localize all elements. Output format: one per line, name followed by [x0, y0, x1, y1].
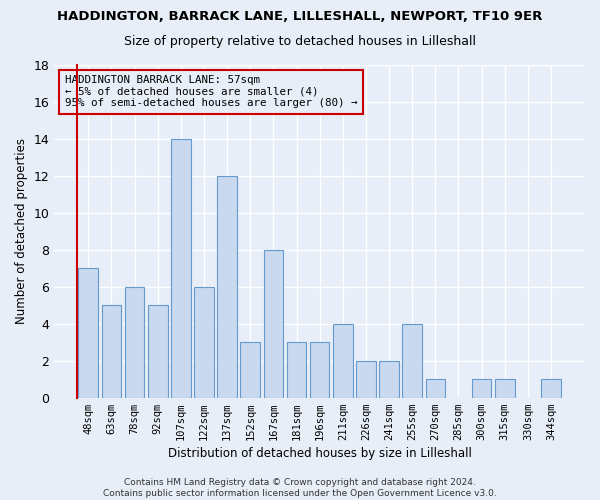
Text: HADDINGTON BARRACK LANE: 57sqm
← 5% of detached houses are smaller (4)
95% of se: HADDINGTON BARRACK LANE: 57sqm ← 5% of d…	[65, 75, 358, 108]
Bar	[310, 342, 329, 398]
Bar	[125, 287, 145, 398]
Bar	[379, 360, 399, 398]
Bar	[148, 306, 167, 398]
Bar	[194, 287, 214, 398]
Bar	[217, 176, 237, 398]
Bar	[287, 342, 307, 398]
Bar	[541, 379, 561, 398]
Bar	[263, 250, 283, 398]
Bar	[79, 268, 98, 398]
Bar	[333, 324, 353, 398]
Text: Contains HM Land Registry data © Crown copyright and database right 2024.
Contai: Contains HM Land Registry data © Crown c…	[103, 478, 497, 498]
Bar	[101, 306, 121, 398]
Text: HADDINGTON, BARRACK LANE, LILLESHALL, NEWPORT, TF10 9ER: HADDINGTON, BARRACK LANE, LILLESHALL, NE…	[58, 10, 542, 23]
X-axis label: Distribution of detached houses by size in Lilleshall: Distribution of detached houses by size …	[168, 447, 472, 460]
Bar	[472, 379, 491, 398]
Bar	[356, 360, 376, 398]
Text: Size of property relative to detached houses in Lilleshall: Size of property relative to detached ho…	[124, 35, 476, 48]
Bar	[425, 379, 445, 398]
Bar	[403, 324, 422, 398]
Bar	[171, 139, 191, 398]
Y-axis label: Number of detached properties: Number of detached properties	[15, 138, 28, 324]
Bar	[241, 342, 260, 398]
Bar	[495, 379, 515, 398]
